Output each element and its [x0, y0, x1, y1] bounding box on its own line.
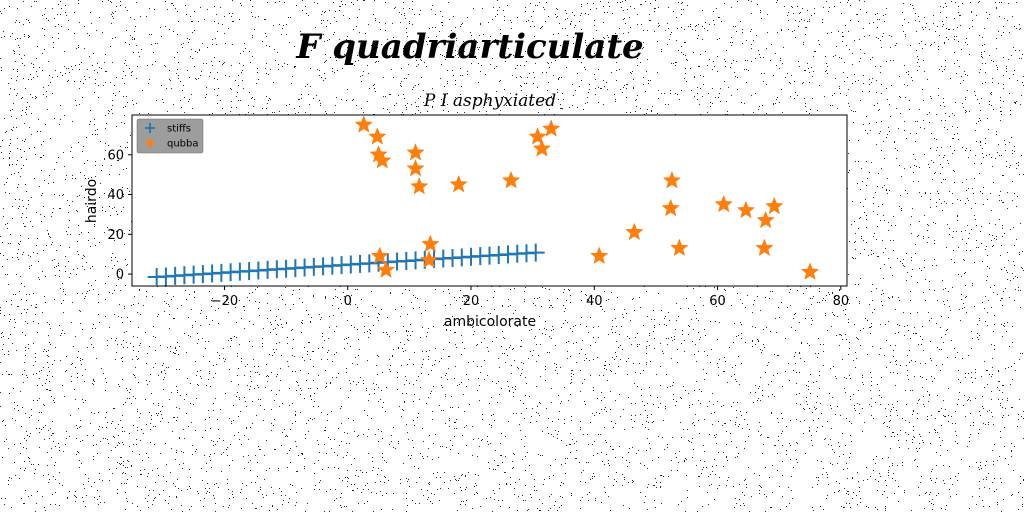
x-tick-label: 20 [463, 294, 480, 309]
point-qubba [755, 238, 774, 257]
point-qubba [670, 238, 689, 257]
x-tick-label: 60 [709, 294, 726, 309]
point-qubba [449, 174, 468, 193]
y-tick-label: 40 [107, 188, 124, 203]
point-qubba [376, 260, 396, 278]
point-qubba [756, 210, 775, 229]
y-axis: 0 20 40 60 [107, 148, 132, 283]
series-qubba [354, 115, 820, 280]
point-stiffs [526, 243, 545, 262]
point-qubba [368, 127, 387, 145]
x-tick-label: −20 [211, 294, 238, 309]
series-stiffs [147, 243, 545, 286]
point-qubba [625, 222, 644, 241]
y-tick-label: 0 [116, 268, 124, 283]
point-qubba [528, 127, 547, 145]
x-axis-label: ambicolorate [444, 314, 536, 330]
legend: stiffs qubba [136, 118, 204, 154]
legend-marker-stiffs [145, 123, 155, 133]
x-tick-label: 40 [586, 294, 603, 309]
point-qubba [590, 246, 609, 265]
point-qubba [419, 250, 439, 268]
point-qubba [373, 151, 392, 169]
point-qubba [421, 234, 440, 253]
point-qubba [501, 170, 521, 189]
point-qubba [736, 200, 756, 219]
y-tick-label: 20 [107, 228, 124, 243]
point-qubba [354, 115, 373, 133]
x-tick-label: 0 [344, 294, 352, 309]
point-qubba [406, 159, 425, 177]
legend-label-qubba: qubba [167, 139, 199, 150]
figure-suptitle: F quadriarticulate [295, 27, 643, 67]
point-qubba [532, 139, 552, 157]
point-qubba [714, 194, 733, 213]
chart-title: P I asphyxiated [423, 91, 556, 111]
point-qubba [406, 143, 425, 161]
point-qubba [541, 119, 561, 137]
point-qubba [765, 196, 784, 215]
legend-label-stiffs: stiffs [167, 124, 191, 135]
x-axis: −20 0 20 40 60 80 [211, 286, 849, 309]
point-qubba [661, 198, 680, 217]
point-qubba [800, 262, 820, 280]
point-qubba [662, 170, 682, 189]
point-qubba [370, 246, 389, 265]
legend-marker-qubba [144, 137, 156, 148]
y-tick-label: 60 [107, 148, 124, 163]
chart-marks [147, 115, 820, 286]
point-qubba [410, 176, 429, 195]
y-axis-label: hairdo [84, 179, 100, 223]
x-tick-label: 80 [833, 294, 850, 309]
